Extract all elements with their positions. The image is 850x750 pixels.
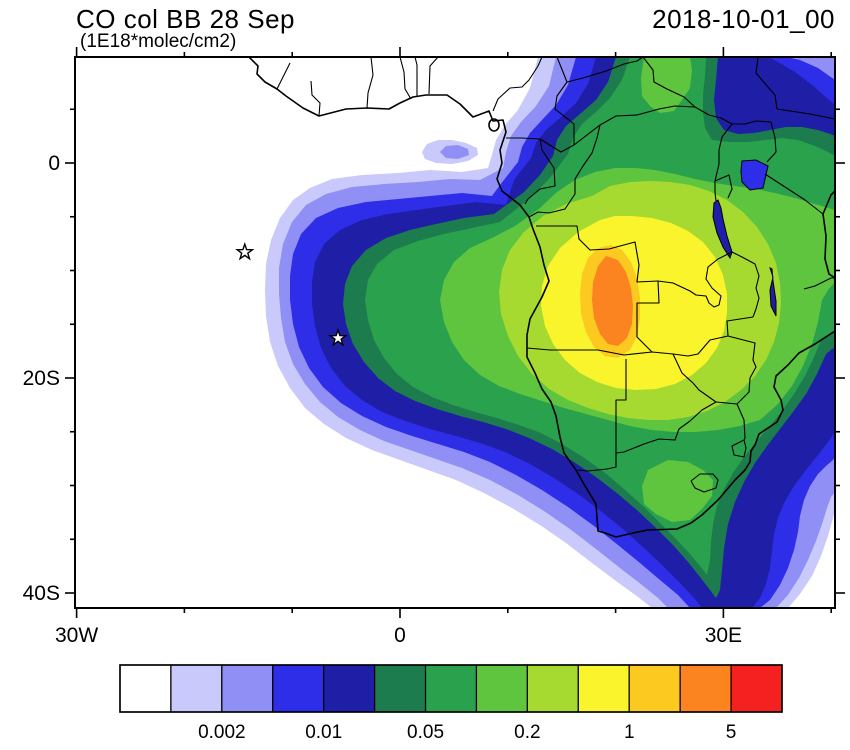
country-border xyxy=(526,347,674,356)
station-markers-layer xyxy=(235,242,348,347)
country-border xyxy=(636,280,660,353)
country-border xyxy=(536,225,659,283)
colorbar-cell xyxy=(272,664,325,713)
colorbar-cell xyxy=(374,664,427,713)
country-border xyxy=(727,335,757,405)
contour-fill-layer xyxy=(265,57,835,608)
country-border xyxy=(694,106,733,202)
country-border xyxy=(528,124,601,218)
colorbar-cell xyxy=(679,664,732,713)
colorbar-cell xyxy=(424,664,478,713)
plot-title: CO col BB 28 Sep xyxy=(76,4,295,34)
coastline xyxy=(488,118,500,132)
coastline xyxy=(822,190,835,279)
country-border xyxy=(414,57,418,96)
country-border xyxy=(736,403,746,441)
x-axis-label: 30W xyxy=(55,624,98,647)
country-border xyxy=(672,335,729,357)
colorbar-tick-label: 0.05 xyxy=(407,722,444,743)
country-border xyxy=(776,108,835,120)
contour-level-0.1 xyxy=(641,57,692,113)
star-marker xyxy=(328,328,348,347)
colorbar-tick-label: 1 xyxy=(624,722,635,743)
country-border xyxy=(731,439,747,458)
country-border xyxy=(539,138,575,153)
country-border xyxy=(726,316,754,337)
country-border xyxy=(657,258,722,308)
country-border xyxy=(764,173,824,215)
lake-malawi xyxy=(769,267,777,317)
country-border xyxy=(577,359,627,472)
country-border xyxy=(714,174,733,199)
contour-level-0.1 xyxy=(642,460,713,522)
country-border xyxy=(672,353,717,403)
country-border xyxy=(492,57,543,112)
country-border xyxy=(276,62,291,90)
country-border xyxy=(715,401,738,405)
colorbar-tick-label: 5 xyxy=(726,722,737,743)
colorbar-cell xyxy=(526,664,579,713)
y-axis-label: 0 xyxy=(48,152,60,175)
country-border xyxy=(554,57,575,145)
country-border xyxy=(766,121,777,163)
country-border xyxy=(690,473,719,493)
country-border xyxy=(310,80,321,117)
country-border xyxy=(399,57,412,100)
plot-timestamp: 2018-10-01_00 xyxy=(652,4,835,34)
country-border xyxy=(566,57,644,83)
plot-frame xyxy=(74,56,836,609)
colorbar-cell xyxy=(628,664,681,713)
y-axis-label: 20S xyxy=(23,367,60,390)
colorbar-cell xyxy=(577,664,630,713)
plot-units-label: (1E18*molec/cm2) xyxy=(80,31,237,52)
axes-ticks-and-labels: 30W 0 30E 0 20S 40S xyxy=(23,47,845,647)
x-axis-label: 30E xyxy=(705,624,742,647)
contour-level-0.002 xyxy=(440,145,469,159)
lake-victoria xyxy=(740,159,769,191)
colorbar-cell xyxy=(221,664,274,713)
contour-level-2 xyxy=(592,256,633,346)
colorbar: 0.002 0.01 0.05 0.2 1 5 xyxy=(119,664,783,743)
country-border xyxy=(732,120,772,125)
coastline xyxy=(248,57,835,538)
colorbar-cell xyxy=(119,664,172,713)
coastline-border-layer xyxy=(248,57,835,538)
colorbar-cell xyxy=(730,664,783,713)
colorbar-cell xyxy=(323,664,376,713)
country-border xyxy=(366,57,374,109)
colorbar-cell xyxy=(475,664,528,713)
x-axis-label: 0 xyxy=(394,624,406,647)
colorbar-cell xyxy=(170,664,223,713)
country-border xyxy=(506,137,556,205)
colorbar-tick-label: 0.01 xyxy=(305,722,342,743)
colorbar-tick-label: 0.2 xyxy=(514,722,540,743)
country-border xyxy=(615,401,717,454)
country-border xyxy=(428,57,439,95)
y-axis-label: 40S xyxy=(23,582,60,605)
country-border xyxy=(717,251,760,318)
country-border xyxy=(642,57,696,108)
star-marker xyxy=(235,242,255,261)
country-border xyxy=(755,57,778,110)
colorbar-tick-label: 0.002 xyxy=(198,722,246,743)
colorbar-outline xyxy=(119,664,783,713)
country-border xyxy=(803,277,835,290)
